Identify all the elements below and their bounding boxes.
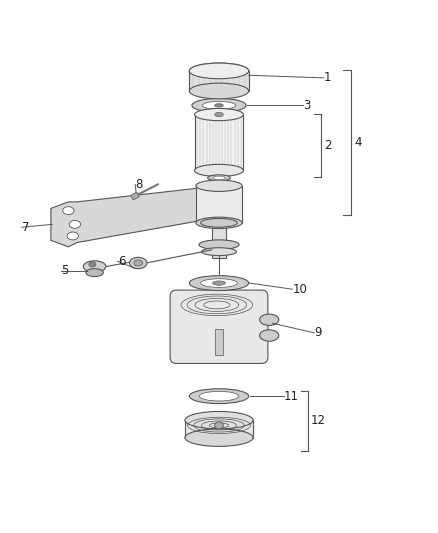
Text: 1: 1: [324, 71, 331, 84]
Ellipse shape: [189, 389, 249, 403]
Ellipse shape: [189, 276, 249, 290]
Text: 9: 9: [314, 326, 321, 340]
Text: 5: 5: [61, 264, 68, 277]
Ellipse shape: [260, 314, 279, 326]
Ellipse shape: [215, 112, 223, 117]
Bar: [131, 192, 139, 200]
Ellipse shape: [213, 176, 225, 180]
Ellipse shape: [202, 101, 236, 109]
Ellipse shape: [196, 217, 242, 229]
Ellipse shape: [134, 260, 143, 266]
FancyBboxPatch shape: [170, 290, 268, 364]
Ellipse shape: [201, 279, 237, 287]
Ellipse shape: [199, 391, 239, 401]
Polygon shape: [51, 188, 200, 247]
Ellipse shape: [199, 240, 239, 249]
Text: 3: 3: [303, 99, 310, 112]
Ellipse shape: [201, 219, 237, 227]
Ellipse shape: [215, 103, 223, 107]
Ellipse shape: [69, 221, 81, 228]
Ellipse shape: [194, 164, 244, 176]
Ellipse shape: [215, 422, 223, 429]
Ellipse shape: [212, 281, 226, 285]
Bar: [194, 115, 244, 171]
Ellipse shape: [192, 99, 246, 112]
Text: 8: 8: [135, 178, 142, 191]
Ellipse shape: [86, 269, 103, 277]
Text: 11: 11: [284, 390, 299, 402]
Ellipse shape: [208, 175, 230, 181]
Text: 6: 6: [118, 255, 125, 268]
Ellipse shape: [89, 262, 96, 267]
Ellipse shape: [196, 180, 242, 191]
Bar: [212, 223, 226, 258]
Bar: [185, 420, 253, 438]
Ellipse shape: [260, 330, 279, 341]
Ellipse shape: [185, 411, 253, 429]
Bar: [196, 185, 242, 223]
Ellipse shape: [194, 108, 244, 120]
Ellipse shape: [83, 261, 106, 272]
Ellipse shape: [130, 257, 147, 269]
Text: 12: 12: [311, 414, 326, 427]
Ellipse shape: [185, 429, 253, 446]
Text: 4: 4: [354, 136, 361, 149]
Ellipse shape: [67, 232, 78, 240]
Ellipse shape: [63, 207, 74, 215]
Ellipse shape: [189, 63, 249, 79]
Text: 10: 10: [292, 282, 307, 296]
Text: 2: 2: [324, 139, 331, 151]
Text: 7: 7: [21, 221, 29, 233]
Ellipse shape: [201, 248, 237, 256]
Ellipse shape: [189, 83, 249, 99]
Bar: [189, 71, 249, 91]
Ellipse shape: [189, 63, 249, 79]
Bar: [215, 329, 223, 355]
